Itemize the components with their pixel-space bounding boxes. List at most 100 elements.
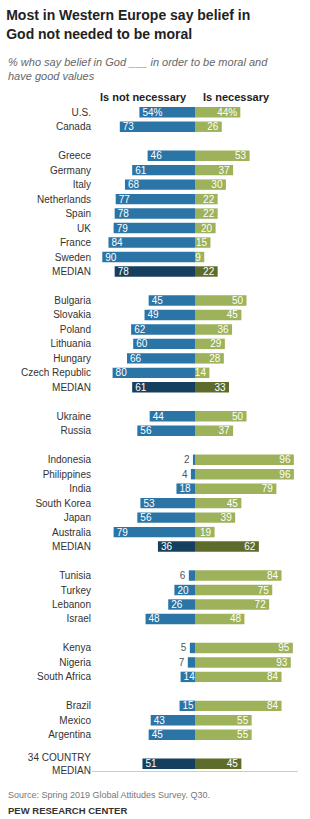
svg-text:45: 45 [152,295,164,306]
svg-text:72: 72 [255,599,267,610]
svg-text:14: 14 [184,671,196,682]
svg-text:53: 53 [235,150,247,161]
svg-text:South Korea: South Korea [35,498,91,509]
svg-text:45: 45 [227,758,239,769]
svg-text:Australia: Australia [52,527,91,538]
svg-text:66: 66 [130,353,142,364]
svg-text:75: 75 [258,585,270,596]
svg-text:Sweden: Sweden [55,252,91,263]
svg-text:49: 49 [148,309,160,320]
svg-text:19: 19 [200,527,212,538]
svg-text:22: 22 [203,194,215,205]
svg-text:96: 96 [279,469,291,480]
svg-text:34 COUNTRYMEDIAN: 34 COUNTRYMEDIAN [28,752,91,776]
svg-text:28: 28 [209,353,221,364]
svg-text:43: 43 [154,715,166,726]
svg-text:7: 7 [179,657,185,668]
svg-text:79: 79 [117,223,129,234]
svg-text:Lebanon: Lebanon [52,599,91,610]
svg-text:61: 61 [135,382,147,393]
svg-text:45: 45 [227,498,239,509]
svg-text:51: 51 [145,758,157,769]
svg-text:61: 61 [135,165,147,176]
svg-text:U.S.: U.S. [72,107,91,118]
svg-text:84: 84 [267,570,279,581]
svg-text:50: 50 [232,295,244,306]
svg-text:26: 26 [171,599,183,610]
svg-text:Indonesia: Indonesia [48,454,92,465]
svg-text:UK: UK [77,223,91,234]
svg-text:15: 15 [183,700,195,711]
svg-text:73: 73 [123,121,135,132]
svg-text:MEDIAN: MEDIAN [52,382,91,393]
svg-text:Argentina: Argentina [48,729,91,740]
svg-text:14: 14 [195,367,207,378]
svg-text:Canada: Canada [56,121,91,132]
svg-text:Italy: Italy [73,179,91,190]
svg-text:MEDIAN: MEDIAN [52,266,91,277]
svg-text:6: 6 [180,570,186,581]
svg-text:Lithuania: Lithuania [50,338,91,349]
svg-text:79: 79 [117,527,129,538]
svg-text:68: 68 [128,179,140,190]
svg-text:Is not necessary: Is not necessary [100,91,187,103]
svg-text:Is necessary: Is necessary [203,91,270,103]
svg-text:22: 22 [203,266,215,277]
svg-text:55: 55 [237,715,249,726]
svg-text:84: 84 [111,237,123,248]
svg-text:Most in Western Europe say bel: Most in Western Europe say belief inGod … [6,7,250,41]
svg-text:9: 9 [195,252,201,263]
svg-text:84: 84 [267,700,279,711]
svg-text:60: 60 [136,338,148,349]
svg-text:36: 36 [161,541,173,552]
svg-text:78: 78 [118,208,130,219]
svg-text:Greece: Greece [58,150,91,161]
svg-text:South Africa: South Africa [37,671,91,682]
svg-text:20: 20 [201,223,213,234]
svg-text:95: 95 [278,642,290,653]
svg-text:62: 62 [134,324,146,335]
svg-text:44%: 44% [217,107,237,118]
svg-text:39: 39 [221,512,233,523]
svg-text:78: 78 [118,266,130,277]
svg-text:% who say belief in God ___ in: % who say belief in God ___ in order to … [8,56,268,82]
svg-text:46: 46 [151,150,163,161]
svg-text:80: 80 [116,367,128,378]
svg-text:30: 30 [211,179,223,190]
svg-text:90: 90 [105,252,117,263]
svg-text:48: 48 [230,613,242,624]
svg-text:Mexico: Mexico [59,715,91,726]
svg-text:Bulgaria: Bulgaria [54,295,91,306]
svg-text:Israel: Israel [67,613,91,624]
svg-text:Spain: Spain [65,208,91,219]
svg-text:36: 36 [218,324,230,335]
svg-text:84: 84 [267,671,279,682]
svg-text:96: 96 [279,454,291,465]
svg-text:Russia: Russia [60,425,91,436]
svg-text:Ukraine: Ukraine [57,411,92,422]
svg-text:Tunisia: Tunisia [59,570,91,581]
svg-text:55: 55 [237,729,249,740]
svg-text:93: 93 [276,657,288,668]
svg-text:77: 77 [119,194,131,205]
svg-text:62: 62 [244,541,256,552]
svg-text:MEDIAN: MEDIAN [52,541,91,552]
svg-text:56: 56 [140,425,152,436]
svg-text:Hungary: Hungary [53,353,91,364]
svg-text:Source: Spring 2019 Global Att: Source: Spring 2019 Global Attitudes Sur… [8,790,210,800]
svg-text:48: 48 [149,613,161,624]
svg-text:26: 26 [207,121,219,132]
svg-text:France: France [60,237,92,248]
svg-text:37: 37 [219,165,231,176]
svg-text:Japan: Japan [64,512,91,523]
svg-text:56: 56 [140,512,152,523]
svg-text:79: 79 [262,483,274,494]
svg-text:Germany: Germany [50,165,91,176]
svg-text:45: 45 [152,729,164,740]
svg-text:18: 18 [179,483,191,494]
svg-text:54%: 54% [142,107,162,118]
svg-text:2: 2 [184,454,190,465]
svg-text:Philippines: Philippines [43,469,91,480]
svg-text:5: 5 [181,642,187,653]
svg-text:29: 29 [210,338,222,349]
